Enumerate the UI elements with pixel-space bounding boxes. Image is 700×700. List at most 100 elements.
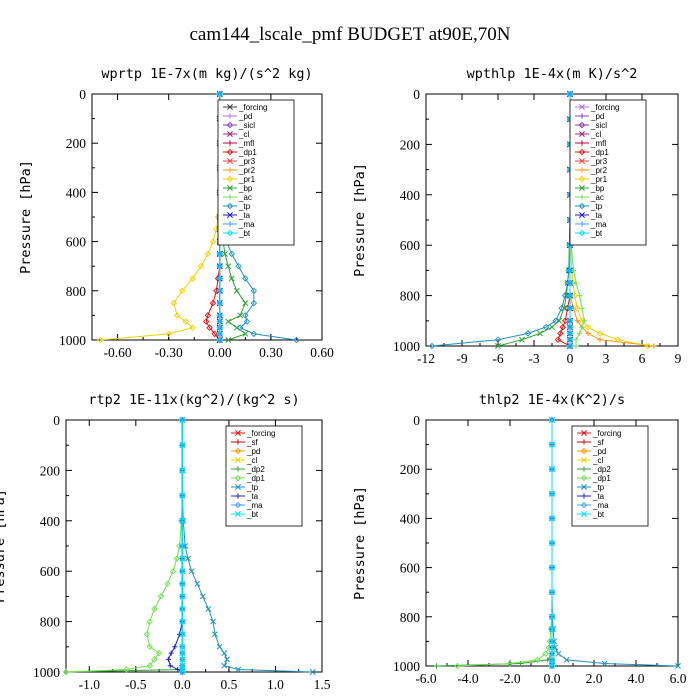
data-point [228,275,235,282]
data-point [211,631,218,638]
x-tick-label: -0.30 [155,345,183,360]
data-point [566,330,574,337]
data-point [211,330,218,338]
legend-label: _bt [246,510,259,519]
data-point [143,630,151,638]
y-tick-label: 400 [400,511,421,526]
data-point [237,312,244,319]
data-point [157,593,165,600]
legend-label: _sicl [590,121,607,130]
y-tick-label: 400 [66,185,87,200]
data-point [216,330,224,338]
x-tick-label: 2.0 [586,671,603,686]
data-point [199,593,206,600]
data-point [194,580,201,587]
legend-label: _pr1 [238,175,256,184]
data-point [566,342,574,350]
legend-label: _ta [590,211,603,220]
data-point [433,663,440,669]
data-point [179,580,186,587]
data-point [581,318,587,324]
data-point [204,312,212,319]
data-point [585,330,591,336]
data-point [209,299,217,307]
data-point [235,262,242,270]
legend-label: _pr2 [238,166,256,175]
chart-panel-3: rtp2 1E-11x(kg^2)/(kg^2 s) Pressure [hPa]… [0,392,331,692]
data-point [167,663,173,669]
data-point [179,666,186,673]
legend-marker [226,202,234,210]
data-point [168,650,174,656]
series-dp2 [63,417,185,675]
data-point [549,417,555,423]
legend-label: _sf [246,438,258,447]
data-point [534,656,541,664]
legend-label: _ta [238,211,251,220]
data-point [601,660,608,667]
data-point [242,330,249,337]
data-point [566,90,574,98]
data-point [537,330,543,337]
data-point [216,299,224,307]
legend-marker [581,493,587,499]
legend-label: _pd [590,112,604,121]
y-tick-label: 800 [40,615,61,630]
y-tick-label: 0 [413,87,420,102]
legend-label: _sf [592,438,604,447]
data-point [179,631,186,638]
legend-label: _forcing [592,429,621,438]
data-point [216,336,224,344]
x-tick-label: -6.0 [415,671,437,686]
data-point [549,324,555,331]
legend-label: _cl [590,130,601,139]
legend-label: _forcing [590,103,619,112]
chart-panel-4: thlp2 1E-4x(K^2)/s Pressure [hPa] -6.0 -4.0… [352,392,687,686]
data-point [221,650,228,657]
data-point [179,656,186,663]
data-point [216,312,224,319]
legend-marker [579,131,585,137]
legend-label: _dp2 [592,465,611,474]
data-point [675,663,681,669]
legend-label: _mfl [238,139,254,148]
x-tick-label: 0 [567,351,574,366]
legend-label: _ac [590,193,604,202]
legend-label: _bp [590,184,605,193]
data-point [173,555,181,562]
x-tick-label: -0.5 [125,677,147,692]
chart-panel-1: wprtp 1E-7x(m kg)/(s^2 kg) Pressure [hPa]… [18,66,334,360]
data-point [236,324,244,331]
legend-marker [235,511,241,517]
legend-marker [579,212,585,218]
data-point [179,543,186,549]
chart-panel-2: wpthlp 1E-4x(m K)/s^2 Pressure [hPa] -12 -9… [352,66,682,366]
legend-label: _pd [246,447,260,456]
legend-marker [227,131,233,137]
data-point [558,304,565,312]
data-point [179,618,186,625]
data-point [556,317,563,324]
data-point [644,342,652,350]
x-tick-label: 9 [675,351,682,366]
y-tick-label: 800 [66,284,87,299]
legend-marker [579,221,585,227]
legend-label: _bt [592,510,605,519]
data-point [614,336,622,343]
data-point [233,324,240,331]
data-point [566,267,574,274]
y-tick-label: 800 [400,289,421,304]
data-point [549,466,555,473]
legend-marker [227,113,233,119]
data-point [573,280,579,286]
data-point [584,323,592,331]
legend-label: _cl [592,456,603,465]
data-point [179,492,186,499]
data-point [549,644,555,651]
data-point [179,467,186,474]
x-tick-label: -12 [417,351,435,366]
data-point [225,318,232,325]
legend: _forcing_sf_pd_cl_dp2_dp1_tp_ta_ma_bt [225,425,303,527]
data-point [250,299,258,307]
x-tick-label: 1.0 [267,677,284,692]
